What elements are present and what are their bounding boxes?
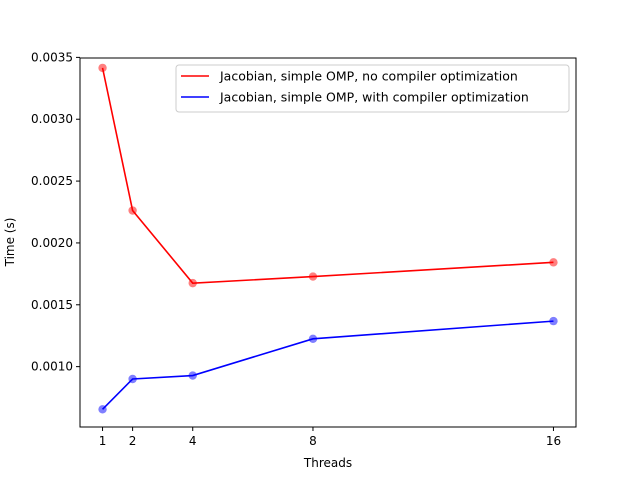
data-point [98, 63, 107, 73]
data-point [308, 272, 318, 281]
y-tick-label: 0.0030 [31, 112, 73, 126]
x-axis-label: Threads [303, 456, 352, 470]
legend-label: Jacobian, simple OMP, no compiler optimi… [219, 69, 518, 84]
y-axis-ticks: 0.0010 0.0015 0.0020 0.0025 0.0030 0.0035 [31, 50, 80, 374]
y-tick-label: 0.0010 [31, 360, 73, 374]
data-point [549, 316, 558, 326]
legend-box [175, 64, 570, 113]
x-tick-label: 1 [99, 434, 107, 448]
y-axis-label: Time (s) [3, 218, 17, 268]
plot-area-frame [79, 57, 577, 428]
data-point [308, 334, 318, 344]
data-point [128, 206, 137, 215]
data-point [188, 278, 197, 288]
data-point [188, 371, 197, 380]
legend-label: Jacobian, simple OMP, with compiler opti… [219, 90, 529, 105]
y-tick-label: 0.0015 [31, 298, 73, 312]
x-tick-label: 4 [189, 434, 197, 448]
x-tick-label: 16 [546, 434, 561, 448]
data-point [549, 258, 558, 267]
data-point [98, 405, 107, 414]
y-tick-label: 0.0020 [31, 236, 73, 250]
x-tick-label: 8 [309, 434, 317, 448]
x-tick-label: 2 [129, 434, 137, 448]
series-layer [98, 63, 558, 414]
x-axis-ticks: 1 2 4 8 16 [99, 427, 561, 448]
y-tick-label: 0.0025 [31, 174, 73, 188]
y-tick-label: 0.0035 [31, 50, 73, 64]
data-point [128, 374, 137, 384]
legend: Jacobian, simple OMP, no compiler optimi… [175, 64, 570, 113]
